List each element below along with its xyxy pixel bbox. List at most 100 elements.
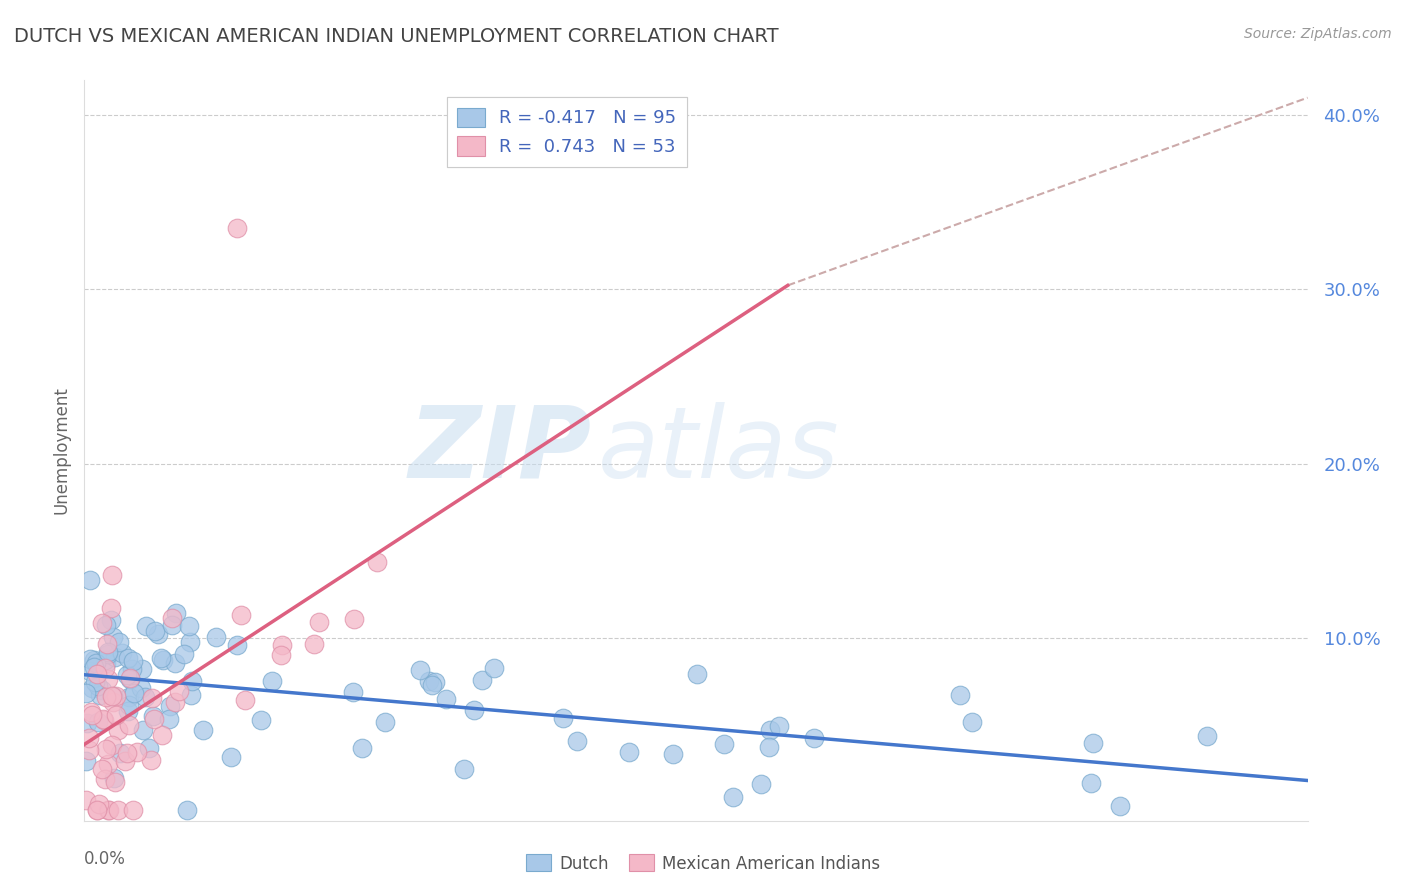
- Point: [107, 803, 129, 817]
- Y-axis label: Unemployment: Unemployment: [52, 386, 70, 515]
- Point: [117, 718, 139, 732]
- Point: [342, 685, 364, 699]
- Point: [80, 705, 103, 719]
- Point: [423, 674, 446, 689]
- Point: [749, 777, 772, 791]
- Point: [302, 637, 325, 651]
- Point: [120, 671, 142, 685]
- Point: [1083, 736, 1105, 750]
- Point: [150, 650, 173, 665]
- Point: [662, 747, 685, 761]
- Point: [219, 750, 242, 764]
- Point: [122, 654, 145, 668]
- Point: [960, 715, 983, 730]
- Point: [79, 665, 101, 679]
- Point: [125, 745, 148, 759]
- Point: [205, 631, 228, 645]
- Point: [87, 679, 110, 693]
- Point: [103, 772, 125, 786]
- Point: [108, 634, 131, 648]
- Point: [101, 738, 124, 752]
- Text: DUTCH VS MEXICAN AMERICAN INDIAN UNEMPLOYMENT CORRELATION CHART: DUTCH VS MEXICAN AMERICAN INDIAN UNEMPLO…: [14, 27, 779, 45]
- Point: [159, 698, 181, 713]
- Point: [83, 660, 105, 674]
- Point: [132, 723, 155, 737]
- Point: [87, 714, 110, 729]
- Point: [77, 731, 100, 745]
- Point: [93, 714, 115, 728]
- Point: [366, 555, 388, 569]
- Legend: R = -0.417   N = 95, R =  0.743   N = 53: R = -0.417 N = 95, R = 0.743 N = 53: [447, 96, 688, 167]
- Point: [162, 610, 184, 624]
- Point: [134, 690, 156, 705]
- Point: [135, 619, 157, 633]
- Point: [117, 650, 139, 665]
- Point: [453, 762, 475, 776]
- Point: [96, 657, 118, 671]
- Legend: Dutch, Mexican American Indians: Dutch, Mexican American Indians: [519, 847, 887, 880]
- Point: [139, 753, 162, 767]
- Point: [93, 661, 115, 675]
- Point: [115, 668, 138, 682]
- Point: [94, 653, 117, 667]
- Point: [160, 617, 183, 632]
- Point: [91, 683, 114, 698]
- Point: [768, 719, 790, 733]
- Point: [181, 673, 204, 688]
- Point: [101, 689, 124, 703]
- Point: [101, 695, 124, 709]
- Point: [104, 775, 127, 789]
- Point: [176, 803, 198, 817]
- Point: [122, 685, 145, 699]
- Point: [86, 803, 108, 817]
- Point: [94, 772, 117, 787]
- Point: [76, 716, 98, 731]
- Point: [122, 803, 145, 817]
- Point: [75, 686, 97, 700]
- Point: [250, 713, 273, 727]
- Point: [121, 662, 143, 676]
- Point: [83, 653, 105, 667]
- Point: [343, 612, 366, 626]
- Point: [84, 657, 107, 671]
- Point: [713, 737, 735, 751]
- Point: [96, 690, 118, 704]
- Point: [94, 618, 117, 632]
- Point: [75, 793, 97, 807]
- Point: [97, 803, 120, 817]
- Point: [97, 756, 120, 771]
- Text: Source: ZipAtlas.com: Source: ZipAtlas.com: [1244, 27, 1392, 41]
- Point: [270, 648, 292, 662]
- Point: [131, 662, 153, 676]
- Point: [721, 789, 744, 804]
- Point: [142, 709, 165, 723]
- Point: [167, 683, 190, 698]
- Point: [949, 688, 972, 702]
- Point: [138, 741, 160, 756]
- Point: [104, 650, 127, 665]
- Point: [101, 689, 124, 703]
- Point: [89, 797, 111, 812]
- Point: [758, 739, 780, 754]
- Text: ZIP: ZIP: [409, 402, 592, 499]
- Point: [86, 666, 108, 681]
- Point: [374, 714, 396, 729]
- Point: [146, 627, 169, 641]
- Point: [180, 688, 202, 702]
- Point: [565, 734, 588, 748]
- Point: [350, 741, 373, 756]
- Point: [82, 707, 104, 722]
- Point: [101, 567, 124, 582]
- Point: [129, 681, 152, 696]
- Point: [97, 647, 120, 661]
- Point: [226, 638, 249, 652]
- Point: [98, 803, 121, 817]
- Point: [409, 663, 432, 677]
- Point: [179, 634, 201, 648]
- Point: [97, 645, 120, 659]
- Point: [418, 673, 440, 688]
- Point: [96, 637, 118, 651]
- Point: [233, 693, 256, 707]
- Point: [141, 690, 163, 705]
- Point: [193, 723, 215, 737]
